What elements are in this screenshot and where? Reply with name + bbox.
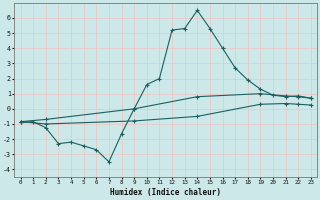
X-axis label: Humidex (Indice chaleur): Humidex (Indice chaleur) (110, 188, 221, 197)
